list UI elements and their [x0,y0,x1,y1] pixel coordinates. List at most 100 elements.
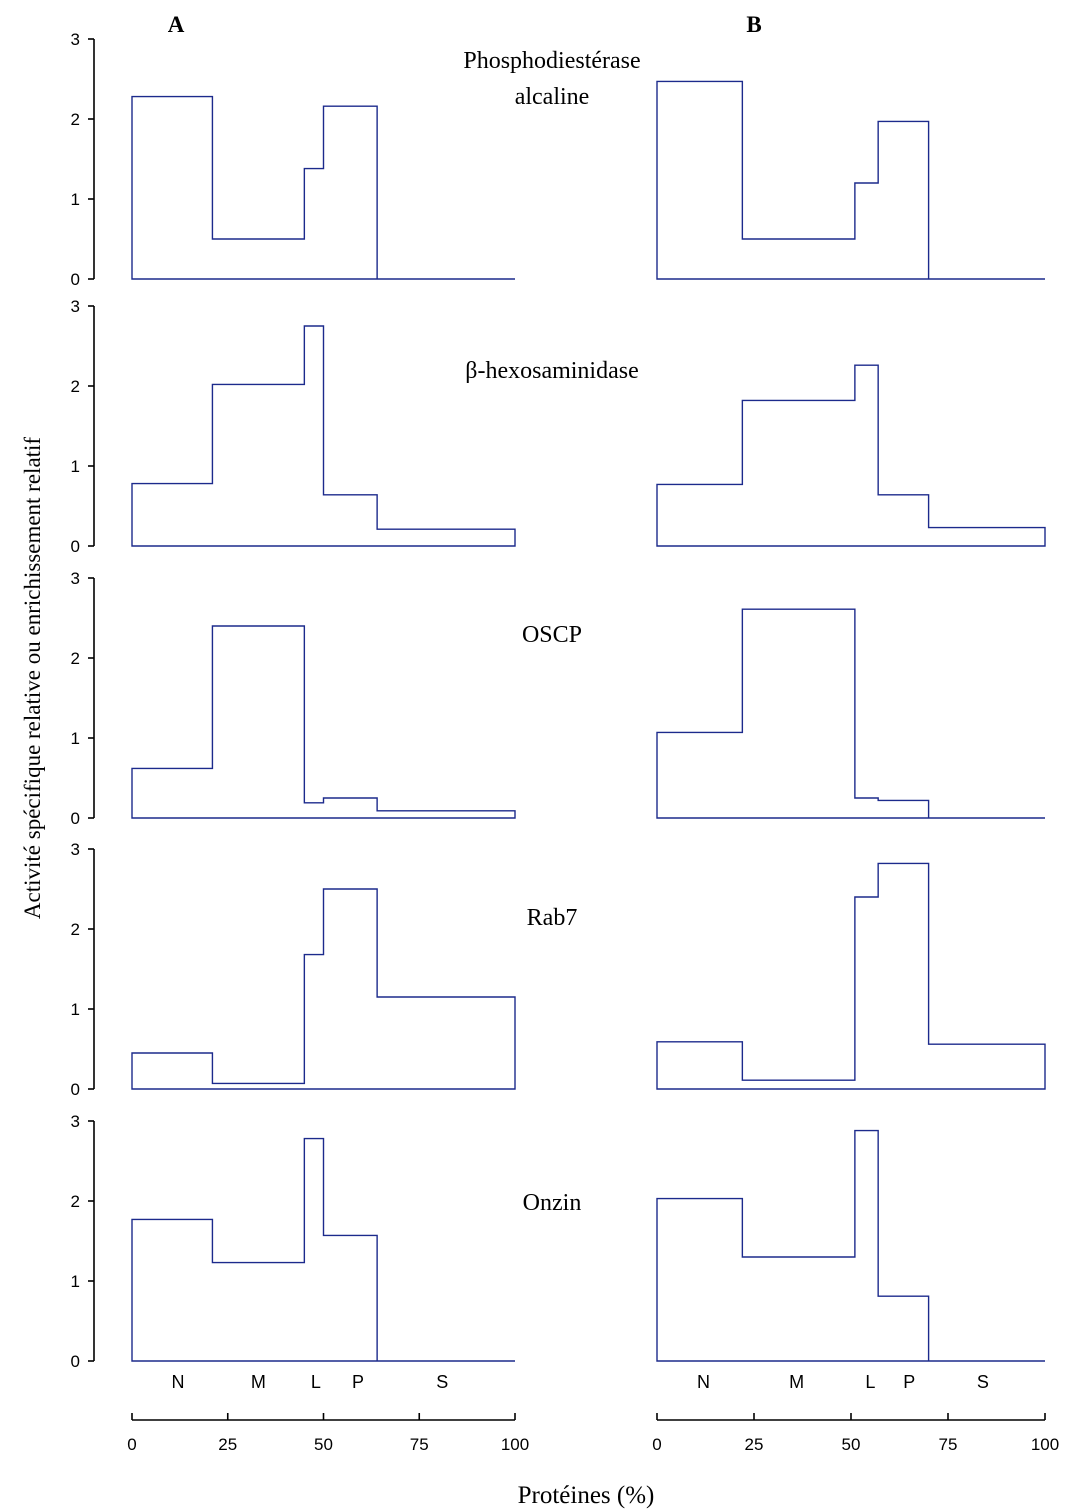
fraction-label-M: M [251,1372,266,1392]
bar-b-2-L [855,365,878,546]
bar-a-5-P [324,1235,378,1361]
y-tick-label: 2 [71,920,80,939]
bar-a-2-M [212,384,304,546]
x-tick-label: 25 [745,1435,764,1454]
bar-b-1-P [878,121,928,279]
fraction-label-S: S [977,1372,989,1392]
fraction-label-N: N [171,1372,184,1392]
fraction-label-P: P [352,1372,364,1392]
bar-b-3-N [657,732,742,818]
y-tick-label: 1 [71,1000,80,1019]
x-tick-label: 100 [1031,1435,1059,1454]
bar-b-2-P [878,495,928,546]
bar-b-2-M [742,400,855,546]
bar-b-5-N [657,1199,742,1361]
bar-a-1-L [304,169,323,279]
panel-title-1: alcaline [515,84,590,110]
x-tick-label: 50 [842,1435,861,1454]
bar-b-1-M [742,239,855,279]
y-tick-label: 3 [71,1112,80,1131]
bar-a-4-N [132,1053,212,1089]
histogram-a-5 [131,1137,515,1362]
bar-b-5-P [878,1296,928,1361]
fraction-label-M: M [789,1372,804,1392]
x-tick-label: 75 [939,1435,958,1454]
y-tick-label: 1 [71,729,80,748]
fraction-label-S: S [436,1372,448,1392]
x-axis-label: Protéines (%) [518,1482,655,1509]
bar-a-4-S [377,997,515,1089]
bar-a-3-M [212,626,304,818]
y-tick-label: 0 [71,1080,80,1099]
y-axis-label: Activité spécifique relative ou enrichis… [20,437,45,920]
x-tick-label: 75 [410,1435,429,1454]
bar-a-1-M [212,239,304,279]
y-tick-label: 3 [71,297,80,316]
y-tick-label: 0 [71,270,80,289]
fraction-label-P: P [903,1372,915,1392]
bar-a-3-P [324,798,378,818]
histogram-b-4 [656,862,1046,1090]
y-tick-label: 2 [71,1192,80,1211]
y-tick-label: 1 [71,457,80,476]
plot-area: 0 1 2 3 Phosphodiestérase alcaline 0 1 2 3 β-hexos… [71,30,1060,1454]
fraction-label-L: L [311,1372,321,1392]
histogram-b-3 [656,608,1045,819]
bar-a-4-P [324,889,378,1089]
x-tick-label: 25 [218,1435,237,1454]
histogram-b-2 [656,364,1046,547]
bar-a-5-M [212,1263,304,1361]
bar-b-1-N [657,81,742,279]
bar-b-4-S [929,1044,1045,1089]
bar-a-1-N [132,97,212,279]
bar-a-2-P [324,495,378,546]
bar-b-3-P [878,800,928,818]
y-axis-3: 0 1 2 3 [71,569,95,828]
x-tick-label: 100 [501,1435,529,1454]
y-tick-label: 2 [71,649,80,668]
bar-a-4-M [212,1083,304,1089]
bar-b-5-L [855,1131,878,1361]
bar-a-5-N [132,1219,212,1361]
bar-b-1-L [855,183,878,279]
panel-title-4: Rab7 [527,905,578,931]
y-tick-label: 3 [71,30,80,49]
histogram-b-1 [656,80,1045,280]
bar-a-4-L [304,955,323,1089]
y-axis-1: 0 1 2 3 [71,30,95,289]
x-tick-label: 0 [652,1435,661,1454]
y-tick-label: 3 [71,840,80,859]
bar-a-3-N [132,768,212,818]
column-label-a: A [168,12,185,37]
panel-title-1: Phosphodiestérase [463,48,640,74]
bar-b-4-P [878,863,928,1089]
x-tick-label: 50 [314,1435,333,1454]
histogram-a-2 [131,325,516,547]
bar-b-2-S [929,528,1045,546]
y-axis-4: 0 1 2 3 [71,840,95,1099]
panel-title-3: OSCP [522,622,582,648]
y-tick-label: 2 [71,110,80,129]
bar-b-2-N [657,484,742,546]
y-tick-label: 3 [71,569,80,588]
x-tick-label: 0 [127,1435,136,1454]
bar-a-2-L [304,326,323,546]
bar-b-4-N [657,1042,742,1089]
histogram-a-3 [131,625,516,819]
bar-a-3-S [377,811,515,818]
fraction-label-L: L [865,1372,875,1392]
y-tick-label: 0 [71,1352,80,1371]
y-tick-label: 1 [71,190,80,209]
histogram-b-5 [656,1129,1045,1362]
y-tick-label: 0 [71,809,80,828]
column-label-b: B [746,12,761,37]
y-axis-2: 0 1 2 3 [71,297,95,556]
bar-b-4-L [855,897,878,1089]
histogram-a-4 [131,888,516,1090]
bar-a-3-L [304,803,323,818]
y-tick-label: 2 [71,377,80,396]
bar-b-5-M [742,1257,855,1361]
bar-a-2-S [377,529,515,546]
bar-b-4-M [742,1080,855,1089]
